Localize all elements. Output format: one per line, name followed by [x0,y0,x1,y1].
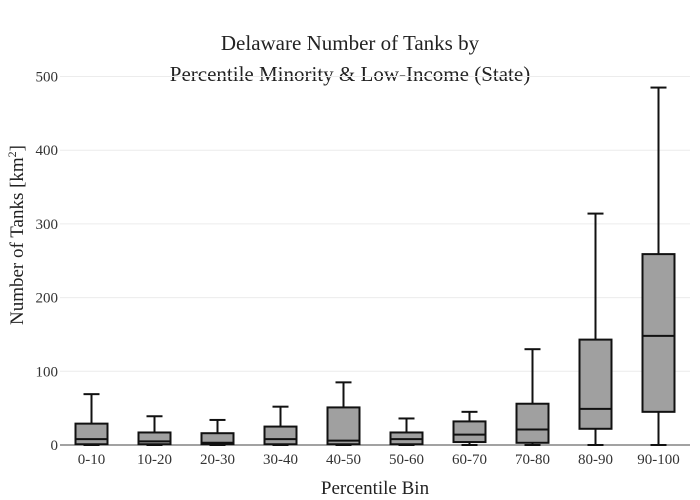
y-tick-label-100: 100 [36,364,59,380]
box-iqr [326,406,361,446]
x-tick-label-0-10: 0-10 [78,452,106,468]
box-iqr [200,432,235,446]
y-axis-title-close: ] [7,145,28,151]
y-tick-label-0: 0 [51,438,59,454]
y-tick-label-400: 400 [36,143,59,159]
box-80-90 [578,212,613,446]
y-axis-title-main: Number of Tanks [km [7,157,28,325]
x-tick-label-10-20: 10-20 [137,452,172,468]
x-tick-label-40-50: 40-50 [326,452,361,468]
box-30-40 [263,405,298,446]
box-iqr [641,253,676,413]
box-10-20 [137,415,172,446]
y-axis-title-superscript: 2 [5,151,19,157]
y-axis-title: Number of Tanks [km2] [5,145,28,325]
box-iqr [74,422,109,446]
box-70-80 [515,348,550,446]
y-tick-label-200: 200 [36,291,59,307]
x-tick-label-20-30: 20-30 [200,452,235,468]
box-20-30 [200,418,235,446]
x-tick-label-60-70: 60-70 [452,452,487,468]
boxes [74,86,676,446]
chart-title-line1: Delaware Number of Tanks by [221,31,480,55]
x-tick-label-90-100: 90-100 [637,452,680,468]
y-tick-labels: 0 100 200 300 400 500 [36,70,59,455]
box-iqr [578,338,613,430]
box-50-60 [389,417,424,446]
chart-title-line2: Percentile Minority & Low-Income (State) [170,62,530,86]
x-tick-label-70-80: 70-80 [515,452,550,468]
x-tick-labels: 0-10 10-20 20-30 30-40 40-50 50-60 60-70 70-80 8… [78,452,680,468]
box-iqr [137,431,172,446]
box-iqr [263,425,298,446]
y-tick-label-500: 500 [36,70,59,86]
box-40-50 [326,381,361,446]
y-tick-label-300: 300 [36,217,59,233]
x-tick-label-30-40: 30-40 [263,452,298,468]
x-axis-title: Percentile Bin [321,478,430,499]
x-tick-label-50-60: 50-60 [389,452,424,468]
box-90-100 [641,86,676,446]
box-iqr [452,420,487,444]
box-0-10 [74,393,109,446]
x-tick-label-80-90: 80-90 [578,452,613,468]
box-60-70 [452,410,487,446]
box-iqr [515,402,550,444]
